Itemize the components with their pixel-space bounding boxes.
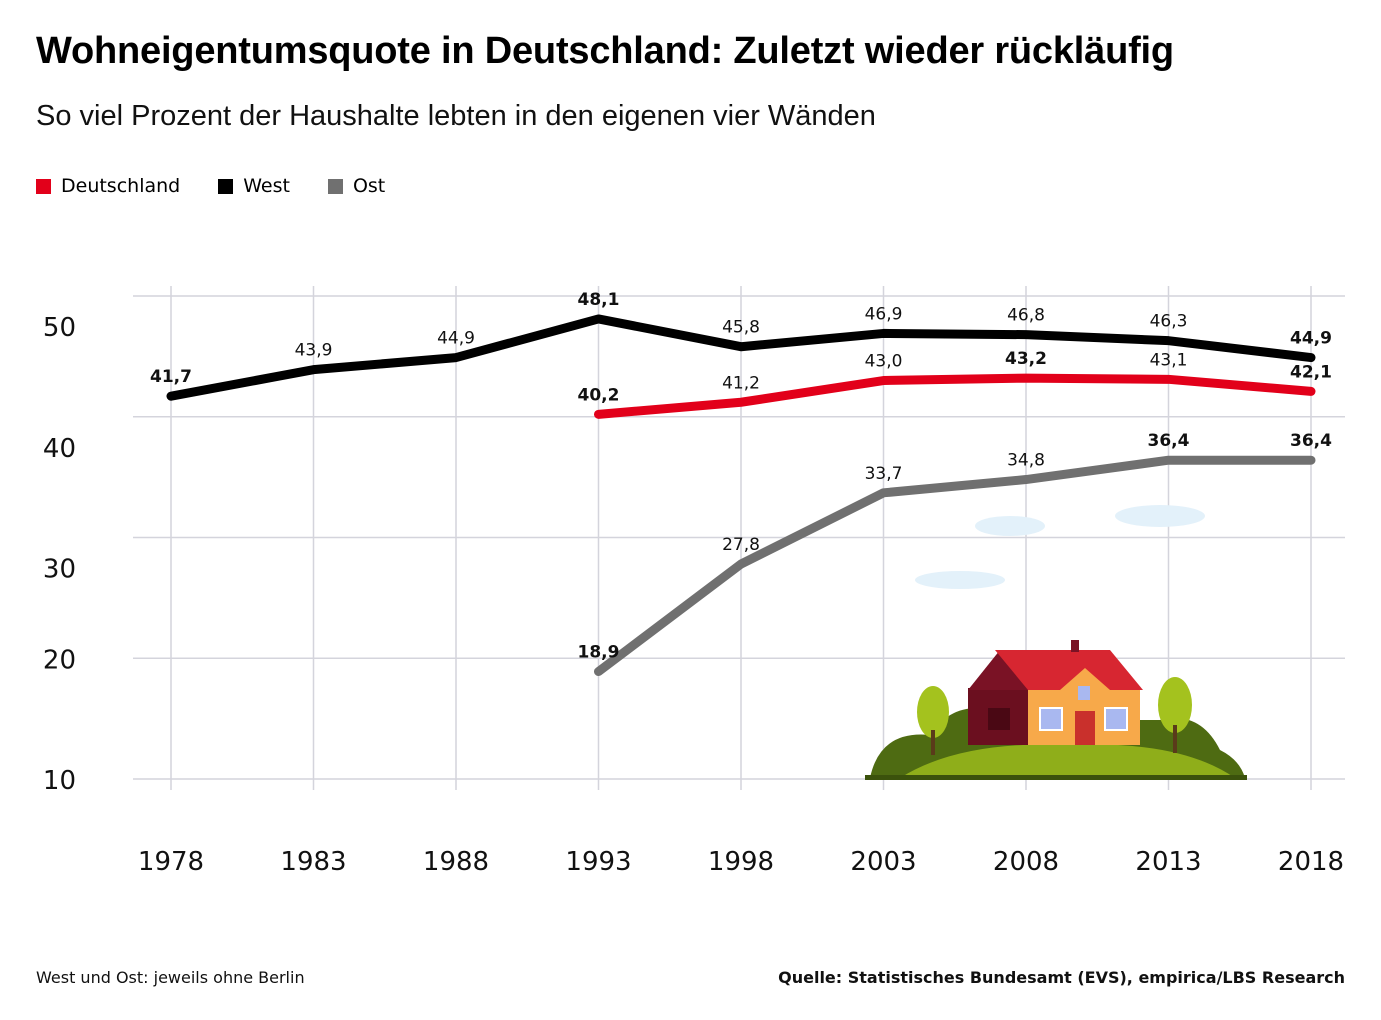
data-label: 41,2	[722, 373, 760, 393]
data-label: 46,9	[865, 304, 903, 324]
data-label: 43,0	[865, 352, 903, 372]
data-label: 43,2	[1005, 349, 1047, 369]
legend-label: Deutschland	[61, 175, 181, 197]
x-tick-label: 1993	[565, 847, 631, 877]
data-label: 46,3	[1150, 312, 1188, 332]
data-label: 40,2	[578, 385, 620, 405]
data-label: 44,9	[437, 329, 475, 349]
y-tick-label: 40	[43, 434, 76, 464]
x-tick-label: 1988	[423, 847, 489, 877]
series-line-deutschland	[594, 373, 1316, 419]
data-label: 36,4	[1290, 431, 1332, 451]
data-label: 18,9	[578, 643, 620, 663]
data-label: 43,1	[1150, 350, 1188, 370]
data-label: 48,1	[578, 290, 620, 310]
chart-title: Wohneigentumsquote in Deutschland: Zulet…	[36, 30, 1174, 72]
legend-label: West	[243, 175, 290, 197]
legend-label: Ost	[352, 175, 386, 197]
data-label: 42,1	[1290, 362, 1332, 382]
data-label: 41,7	[150, 367, 192, 387]
legend-swatch	[218, 178, 234, 194]
data-label: 36,4	[1148, 431, 1190, 451]
legend-swatch	[36, 178, 51, 194]
x-tick-label: 2013	[1135, 847, 1201, 877]
data-label: 46,8	[1007, 306, 1045, 326]
legend: Deutschland West Ost	[36, 175, 385, 197]
x-tick-label: 1978	[138, 847, 204, 877]
data-label: 33,7	[865, 464, 903, 484]
x-tick-label: 1983	[280, 847, 346, 877]
data-label: 45,8	[722, 318, 760, 338]
series-line-west	[166, 314, 1316, 401]
legend-item-west: West	[218, 175, 290, 197]
data-label: 43,9	[295, 341, 333, 361]
source-note: Quelle: Statistisches Bundesamt (EVS), e…	[778, 968, 1345, 987]
y-tick-label: 20	[43, 645, 76, 675]
y-tick-label: 50	[43, 313, 76, 343]
x-tick-label: 2008	[993, 847, 1059, 877]
data-label: 27,8	[722, 535, 760, 555]
legend-item-deutschland: Deutschland	[36, 175, 180, 197]
data-label: 34,8	[1007, 451, 1045, 471]
y-tick-label: 30	[43, 555, 76, 585]
legend-item-ost: Ost	[327, 175, 386, 197]
y-tick-label: 10	[43, 766, 76, 796]
x-tick-label: 2018	[1278, 847, 1344, 877]
footnote: West und Ost: jeweils ohne Berlin	[36, 968, 305, 987]
chart-subtitle: So viel Prozent der Haushalte lebten in …	[36, 100, 876, 132]
legend-swatch	[327, 178, 343, 194]
house-illustration	[865, 505, 1247, 780]
x-tick-label: 1998	[708, 847, 774, 877]
series-line-ost	[594, 455, 1316, 677]
data-label: 44,9	[1290, 329, 1332, 349]
x-tick-label: 2003	[850, 847, 916, 877]
